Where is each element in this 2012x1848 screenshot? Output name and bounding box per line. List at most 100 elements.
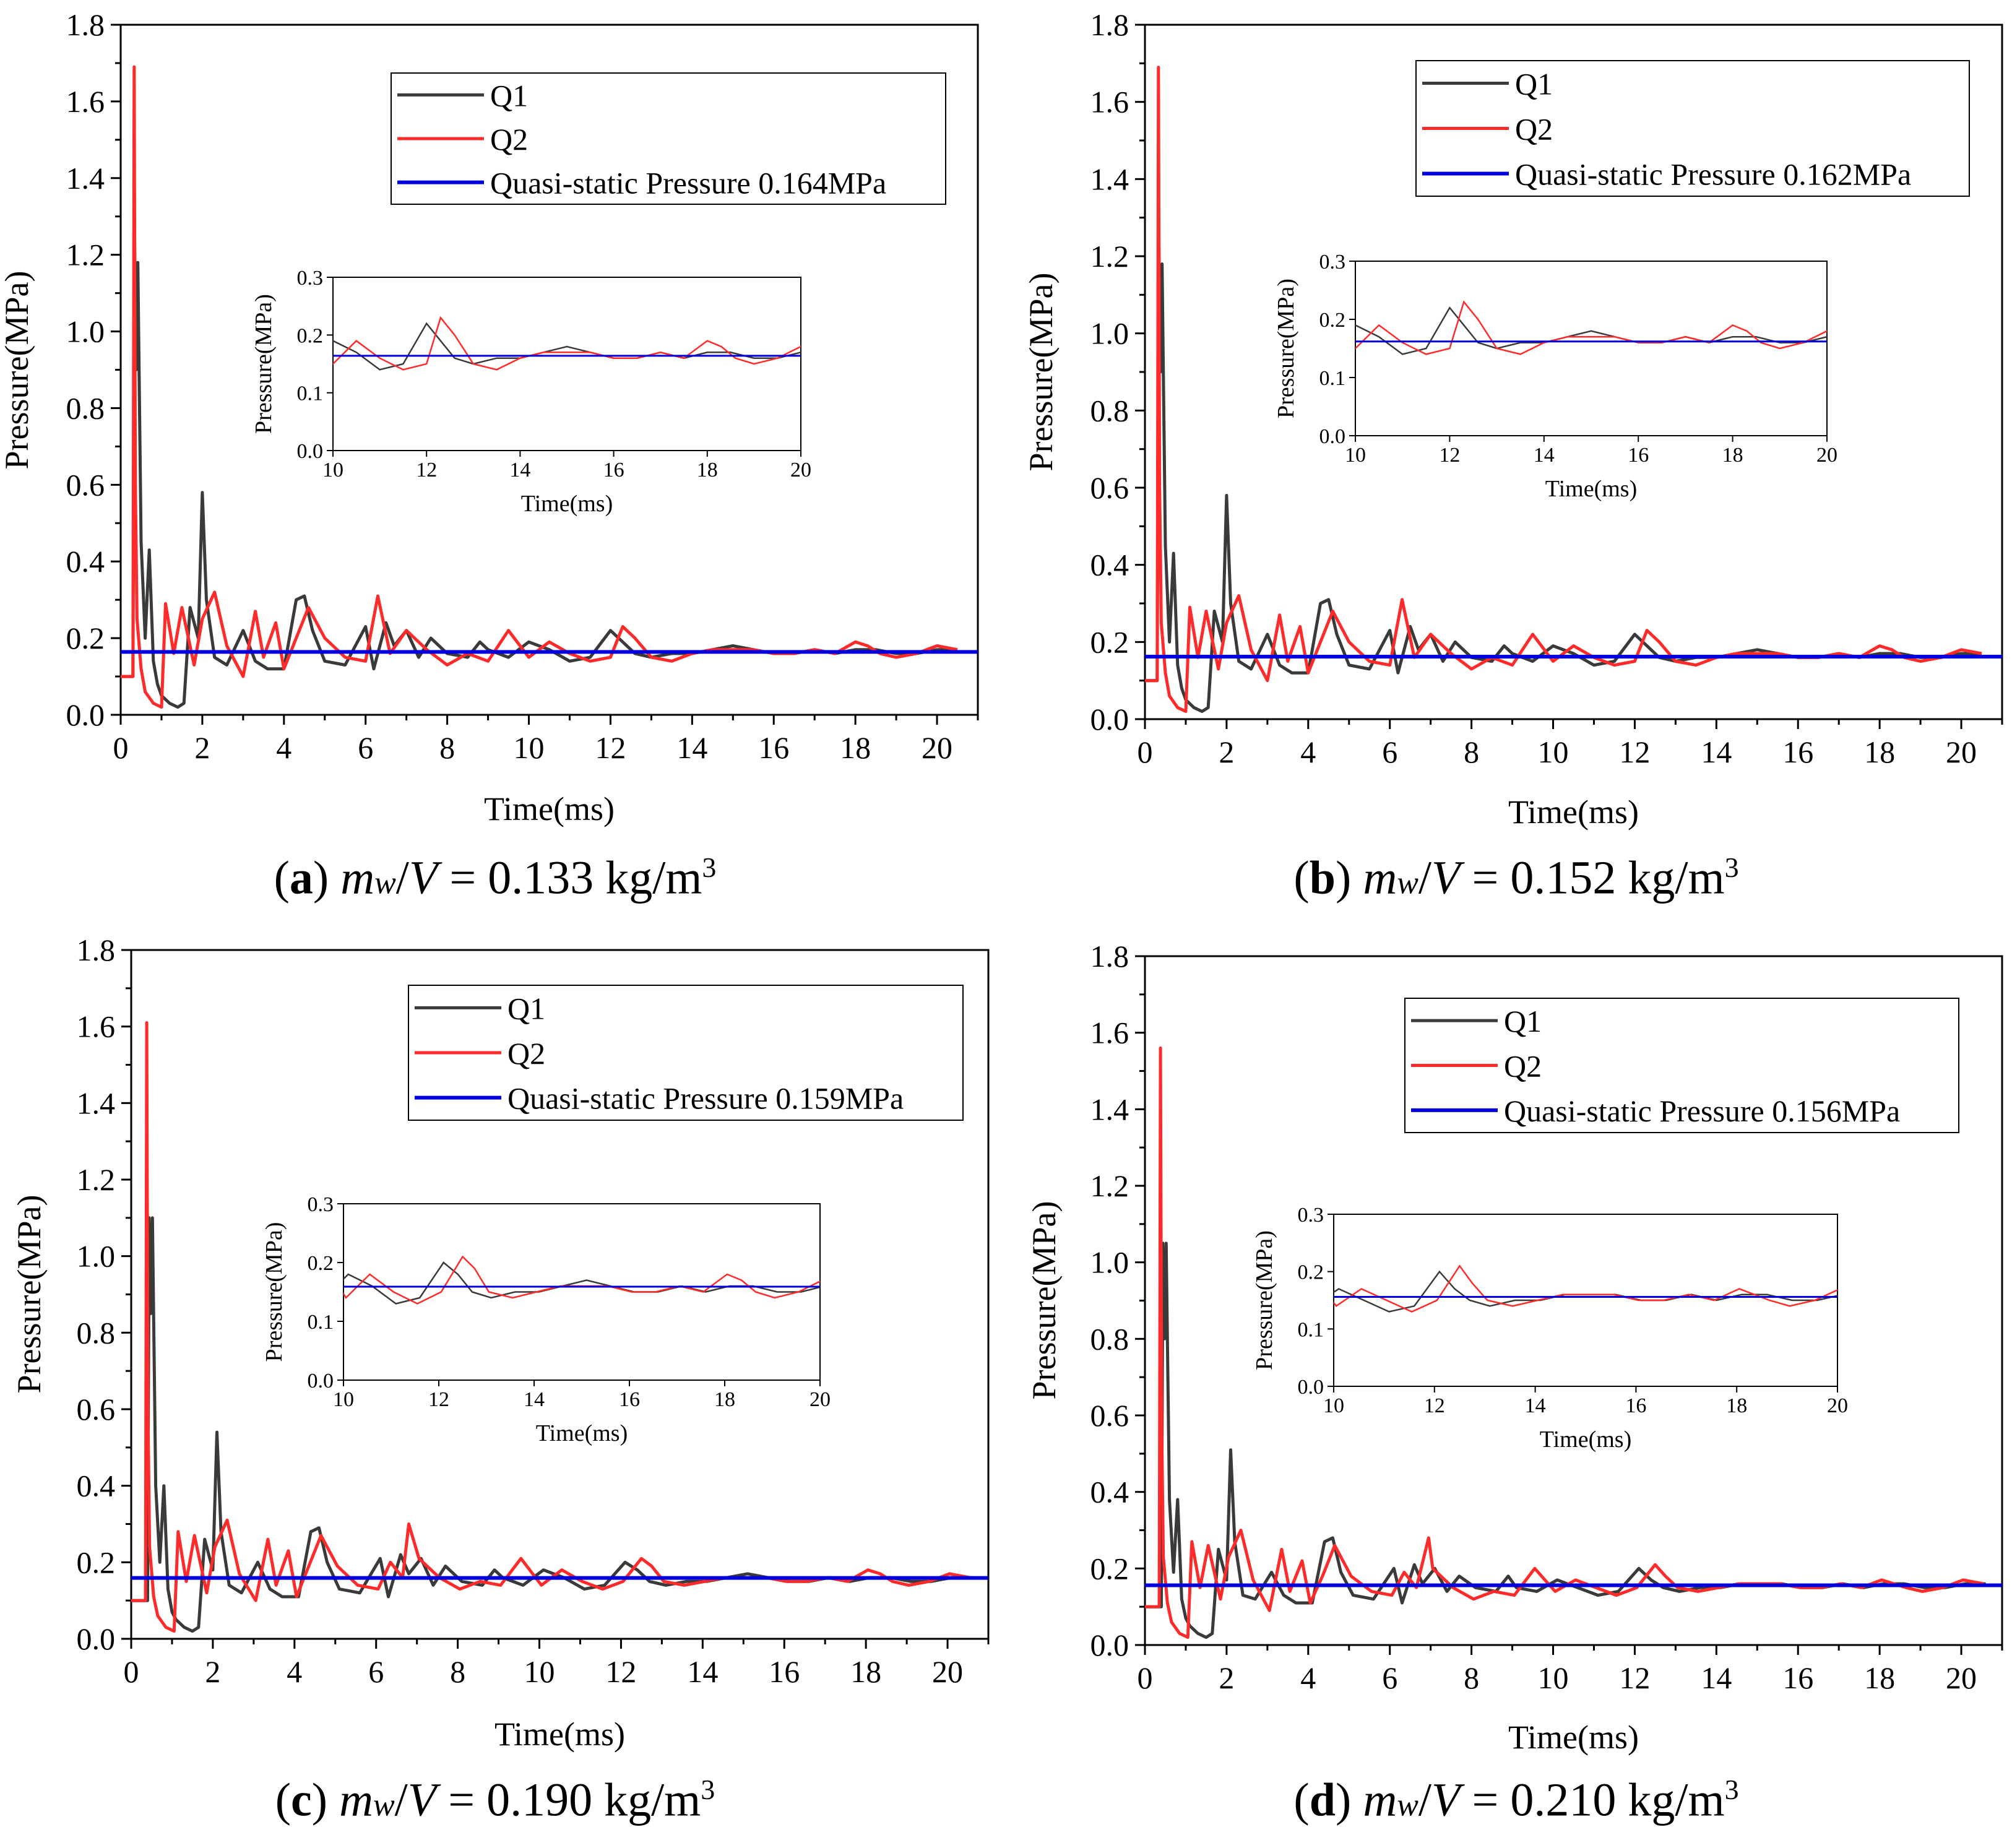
x-tick-label: 12 (595, 730, 626, 765)
y-tick-label: 1.8 (1090, 7, 1129, 42)
legend-label: Q2 (1515, 112, 1553, 147)
inset-x-tick-label: 14 (1534, 444, 1555, 467)
inset-x-tick-label: 20 (1827, 1394, 1848, 1417)
inset-series-line-q1 (333, 322, 801, 371)
inset-x-tick-label: 14 (524, 1388, 545, 1411)
inset-x-tick-label: 10 (1323, 1394, 1344, 1417)
inset-y-tick-label: 0.1 (308, 1311, 334, 1334)
inset-x-tick-label: 18 (1722, 444, 1743, 467)
inset-frame (332, 277, 801, 451)
inset-chart: 10 12 14 16 18 20 0.0 0.1 0.2 0.3 Time(ms) Pressure… (1273, 251, 1837, 502)
x-tick-label: 6 (1382, 735, 1397, 769)
inset-frame (343, 1203, 821, 1381)
inset-y-tick-label: 0.2 (1298, 1261, 1324, 1284)
inset-x-tick-label: 10 (333, 1388, 354, 1411)
y-tick-label: 1.4 (1090, 162, 1129, 196)
caption-letter: c (291, 1774, 312, 1826)
inset-x-tick-label: 12 (416, 459, 437, 481)
inset-chart: 10 12 14 16 18 20 0.0 0.1 0.2 0.3 Time(ms) Pressure… (261, 1193, 831, 1446)
x-tick-label: 20 (1946, 1660, 1977, 1695)
y-tick-label: 1.0 (1090, 316, 1129, 351)
caption-letter: a (289, 852, 313, 904)
x-axis-title: Time(ms) (1508, 793, 1639, 831)
inset-y-tick-label: 0.2 (297, 324, 324, 347)
inset-x-tick-label: 12 (1439, 444, 1460, 467)
inset-series-line-q2 (1334, 1264, 1837, 1313)
inset-y-tick-label: 0.3 (297, 267, 324, 290)
x-tick-label: 2 (205, 1654, 220, 1689)
legend-label: Q2 (490, 122, 528, 157)
y-axis-title: Pressure(MPa) (11, 1195, 48, 1394)
y-axis-title: Pressure(MPa) (0, 271, 35, 470)
chart-panel-d: 0 2 4 6 8 10 12 14 16 18 20 0.0 0.2 0.4 0.6 0.8 1.0 1.2 1.… (1025, 939, 2003, 1756)
x-tick-label: 0 (124, 1654, 139, 1689)
inset-x-axis-title: Time(ms) (1545, 476, 1638, 502)
inset-x-tick-label: 16 (1625, 1394, 1646, 1417)
x-tick-label: 4 (1300, 735, 1316, 769)
series-line-q1 (1145, 235, 1982, 713)
x-tick-label: 20 (1946, 735, 1977, 769)
inset-y-axis-title: Pressure(MPa) (251, 294, 277, 434)
y-tick-label: 1.2 (1090, 239, 1129, 274)
x-tick-label: 18 (840, 730, 871, 765)
chart-panel-b: 0 2 4 6 8 10 12 14 16 18 20 0.0 0.2 0.4 0.6 0.8 1.0 1.2 1.… (1022, 7, 2003, 831)
inset-x-tick-label: 14 (509, 459, 530, 481)
legend-label: Q2 (507, 1036, 545, 1071)
x-tick-label: 18 (850, 1654, 881, 1689)
x-axis-title: Time(ms) (1508, 1719, 1639, 1756)
legend-label: Q1 (490, 78, 528, 113)
legend-label: Q2 (1504, 1049, 1542, 1084)
inset-y-tick-label: 0.0 (297, 440, 324, 463)
inset-chart: 10 12 14 16 18 20 0.0 0.1 0.2 0.3 Time(ms) Pressure… (251, 267, 811, 517)
x-tick-label: 14 (1701, 1660, 1732, 1695)
y-tick-label: 0.6 (1090, 1398, 1129, 1433)
y-tick-label: 1.8 (1090, 939, 1129, 974)
y-tick-label: 1.0 (66, 314, 105, 349)
y-tick-label: 0.6 (66, 467, 105, 502)
legend-label: Q1 (1504, 1004, 1542, 1038)
y-tick-label: 0.8 (77, 1315, 116, 1350)
legend-label: Quasi-static Pressure 0.164MPa (490, 166, 886, 201)
y-tick-label: 1.4 (1090, 1092, 1129, 1126)
x-tick-label: 8 (1464, 1660, 1479, 1695)
x-tick-label: 16 (1782, 735, 1813, 769)
series-line-q2 (1145, 1046, 1984, 1639)
y-tick-label: 0.0 (66, 697, 105, 732)
inset-y-tick-label: 0.3 (1298, 1204, 1324, 1227)
inset-y-tick-label: 0.3 (1319, 251, 1346, 274)
x-tick-label: 4 (1300, 1660, 1316, 1695)
x-tick-label: 6 (368, 1654, 384, 1689)
inset-y-axis-title: Pressure(MPa) (1273, 278, 1299, 418)
x-tick-label: 8 (439, 730, 455, 765)
series-line-q2 (131, 1021, 970, 1633)
x-tick-label: 14 (687, 1654, 718, 1689)
x-tick-label: 12 (1619, 1660, 1650, 1695)
inset-chart: 10 12 14 16 18 20 0.0 0.1 0.2 0.3 Time(ms) Pressure… (1251, 1204, 1848, 1453)
x-axis-title: Time(ms) (484, 790, 615, 827)
x-tick-label: 20 (932, 1654, 963, 1689)
inset-y-tick-label: 0.0 (1319, 425, 1346, 448)
inset-x-axis-title: Time(ms) (536, 1420, 628, 1446)
inset-x-tick-label: 16 (619, 1388, 640, 1411)
x-tick-label: 6 (1382, 1660, 1397, 1695)
y-tick-label: 1.6 (77, 1009, 116, 1044)
y-tick-label: 1.6 (1090, 85, 1129, 119)
x-axis-title: Time(ms) (494, 1716, 625, 1753)
x-tick-label: 0 (113, 730, 129, 765)
caption-letter: d (1309, 1774, 1336, 1826)
y-tick-label: 1.8 (77, 933, 116, 967)
inset-y-tick-label: 0.1 (1298, 1318, 1324, 1341)
caption-letter: b (1309, 852, 1336, 904)
x-tick-label: 18 (1864, 1660, 1895, 1695)
y-tick-label: 1.6 (66, 84, 105, 119)
inset-series-line-q2 (1355, 300, 1827, 355)
y-tick-label: 0.8 (66, 391, 105, 425)
legend-label: Q1 (1515, 67, 1553, 101)
y-axis-title: Pressure(MPa) (1025, 1201, 1063, 1400)
inset-y-tick-label: 0.3 (308, 1193, 334, 1216)
x-tick-label: 4 (287, 1654, 302, 1689)
inset-y-axis-title: Pressure(MPa) (1251, 1230, 1277, 1370)
caption-c: (c) mw/V = 0.190 kg/m3 (275, 1774, 715, 1826)
x-tick-label: 2 (194, 730, 210, 765)
y-tick-label: 0.0 (1090, 1628, 1129, 1662)
